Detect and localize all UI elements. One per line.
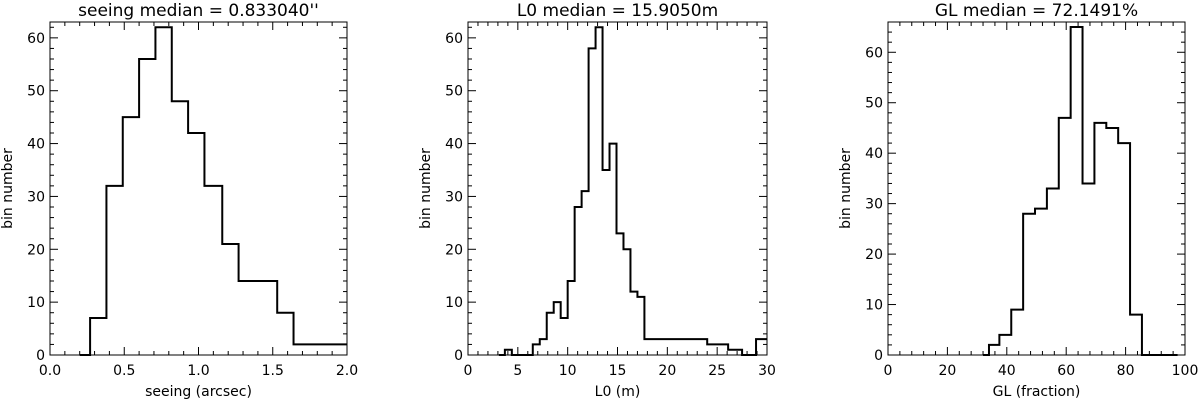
x-axis-label: L0 (m) <box>595 384 641 400</box>
histogram-steps <box>79 26 347 356</box>
y-tick-label: 10 <box>445 295 463 311</box>
y-tick-label: 20 <box>27 242 45 258</box>
x-axis-label: GL (fraction) <box>993 384 1081 400</box>
x-axis-label: seeing (arcsec) <box>145 384 252 400</box>
y-tick-label: 50 <box>445 84 463 100</box>
y-tick-label: 20 <box>445 242 463 258</box>
y-tick-label: 40 <box>865 146 883 162</box>
x-tick-label: 0 <box>464 363 473 379</box>
chart-title: seeing median = 0.833040'' <box>78 1 319 21</box>
y-tick-label: 60 <box>445 31 463 47</box>
x-tick-label: 25 <box>708 363 726 379</box>
x-tick-label: 60 <box>1057 363 1075 379</box>
y-tick-label: 60 <box>865 45 883 61</box>
y-tick-label: 30 <box>445 189 463 205</box>
x-tick-label: 100 <box>1172 363 1199 379</box>
y-tick-label: 10 <box>27 295 45 311</box>
y-tick-label: 30 <box>865 197 883 213</box>
y-tick-label: 20 <box>865 247 883 263</box>
x-tick-label: 0 <box>884 363 893 379</box>
panel-l0: 0 5 10 15 20 25 30 0 10 20 30 40 50 60 L0 median = 15.… <box>418 1 776 400</box>
y-tick-label: 0 <box>874 348 883 364</box>
y-tick-label: 40 <box>27 137 45 153</box>
x-tick-label: 15 <box>609 363 627 379</box>
plot-frame <box>49 21 348 356</box>
y-tick-label: 50 <box>865 96 883 112</box>
y-tick-label: 50 <box>27 84 45 100</box>
x-tick-label: 2.0 <box>336 363 358 379</box>
x-tick-label: 20 <box>938 363 956 379</box>
x-tick-label: 5 <box>513 363 522 379</box>
chart-title: GL median = 72.1491% <box>935 1 1138 21</box>
x-tick-label: 20 <box>658 363 676 379</box>
y-tick-label: 40 <box>445 137 463 153</box>
chart-title: L0 median = 15.9050m <box>517 1 718 21</box>
x-tick-label: 10 <box>559 363 577 379</box>
y-tick-label: 30 <box>27 189 45 205</box>
x-tick-label: 1.0 <box>187 363 209 379</box>
y-tick-label: 60 <box>27 31 45 47</box>
panel-seeing: 0.0 0.5 1.0 1.5 2.0 0 10 20 30 40 50 60 seeing media… <box>0 1 358 400</box>
x-tick-label: 80 <box>1117 363 1135 379</box>
y-tick-label: 0 <box>36 348 45 364</box>
x-tick-label: 0.5 <box>113 363 135 379</box>
x-tick-label: 1.5 <box>262 363 284 379</box>
y-axis-label: bin number <box>0 148 16 229</box>
y-tick-label: 10 <box>865 298 883 314</box>
x-tick-label: 40 <box>998 363 1016 379</box>
panel-gl: 0 20 40 60 80 100 0 10 20 30 40 50 60 GL median = 72.… <box>838 1 1198 400</box>
x-tick-label: 0.0 <box>39 363 61 379</box>
histogram-steps <box>983 26 1178 356</box>
x-tick-label: 30 <box>758 363 776 379</box>
y-tick-label: 0 <box>454 348 463 364</box>
y-axis-label: bin number <box>838 148 854 229</box>
plot-frame <box>887 21 1186 356</box>
y-axis-label: bin number <box>418 148 434 229</box>
histogram-steps <box>498 26 767 356</box>
